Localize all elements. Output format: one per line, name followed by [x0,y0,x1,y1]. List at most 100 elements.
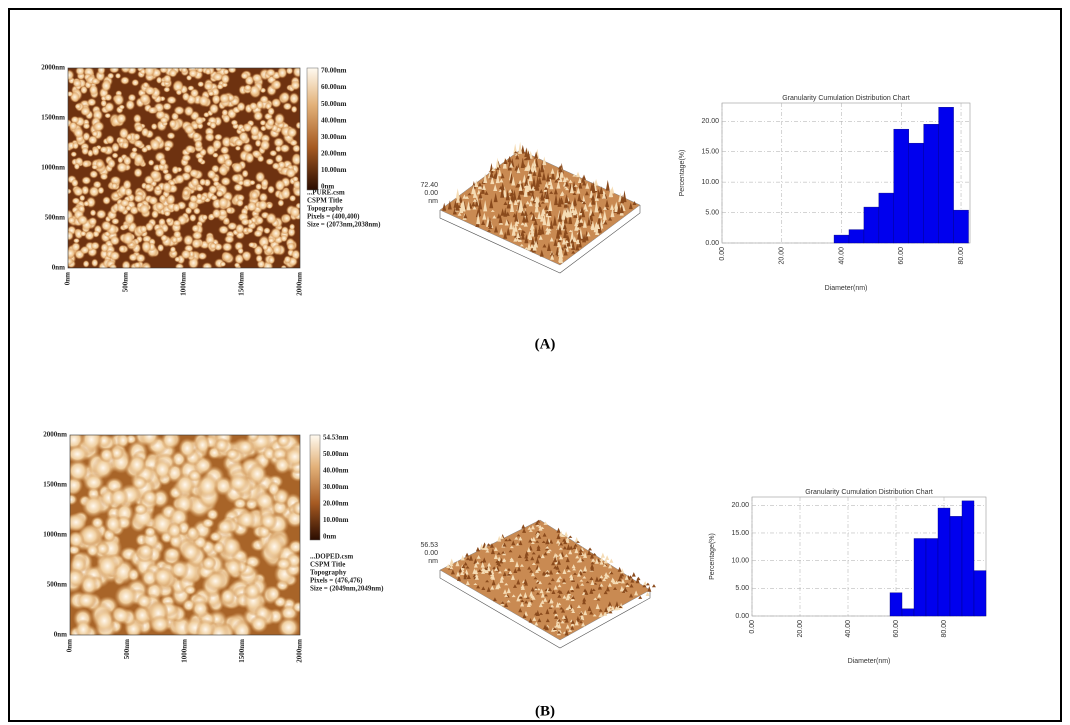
grain [82,160,91,168]
grain [176,89,183,96]
grain [181,66,188,74]
grain [255,171,266,183]
grain [144,64,156,77]
grain [274,113,285,125]
grain [174,256,181,262]
grain [259,139,270,151]
bar [879,193,894,243]
grain [218,197,229,209]
grain [189,214,197,222]
x-tick-label: 20.00 [779,247,786,265]
grain [221,109,228,117]
surface-peak [605,555,609,560]
grain [280,235,288,243]
grain [178,438,196,459]
grain [166,132,175,140]
grain [109,251,120,261]
grain [181,541,201,562]
grain [91,78,99,85]
grain [75,103,82,109]
grain [83,260,90,268]
grain [222,242,233,252]
grain [66,91,73,97]
grain [220,146,230,155]
grain [105,135,114,144]
grain [162,102,172,110]
grain [181,154,191,162]
surface-peak [588,547,592,550]
grain [124,212,135,225]
grain [207,169,217,179]
grain [143,82,149,89]
bar [902,609,914,616]
grain [228,474,249,492]
grain [80,231,87,237]
grain [196,619,215,640]
surface-label: nm [428,198,438,205]
info-line: ...DOPED.csm [310,553,353,561]
grain [171,236,178,243]
grain [203,112,209,118]
grain [201,214,208,220]
grain [86,543,99,557]
x-tick-label: 20.00 [797,620,804,638]
grain [185,145,195,154]
grain [209,122,217,130]
grain [93,121,104,132]
grain [197,157,203,164]
grain [222,251,233,261]
y-tick-label: 0.00 [735,613,749,620]
grain [191,600,209,618]
colorbar-label: 0nm [323,533,336,541]
grain [141,146,148,153]
x-axis-label: Diameter(nm) [848,658,891,665]
y-tick-label: 10.00 [701,179,719,186]
grain [120,199,130,208]
bar [914,539,926,616]
grain [134,124,144,132]
grain [181,249,192,259]
y-label: 500nm [47,581,67,589]
grain [287,127,298,138]
grain [127,568,140,582]
grain [191,238,202,249]
info-line: Pixels = (476,476) [310,577,363,585]
grain [163,87,170,93]
grain [231,174,241,183]
grain [205,571,227,591]
grain [214,134,223,141]
grain [153,459,172,481]
grain [83,123,91,130]
grain [164,145,171,151]
bar [864,207,879,243]
y-label: 0nm [52,264,65,272]
grain [193,207,201,215]
grain [97,65,106,75]
surface-peak [594,179,598,186]
grain [292,601,305,613]
grain [150,615,170,634]
grain [196,66,203,73]
grain [267,107,275,116]
grain [271,98,281,108]
grain [243,123,252,132]
grain [142,489,158,505]
bar [924,124,939,243]
grain [100,99,107,107]
grain [250,615,269,633]
x-label: 1000nm [181,639,189,663]
grain [265,68,275,77]
y-tick-label: 10.00 [731,557,749,564]
colorbar-label: 10.00nm [323,516,349,524]
grain [216,190,224,198]
grain [90,241,100,250]
grain [219,93,230,104]
colorbar-label: 54.53nm [323,434,349,442]
grain [218,225,229,234]
chart-title: Granularity Cumulation Distribution Char… [805,489,933,496]
grain [284,255,292,263]
grain [204,133,215,142]
grain [144,183,152,190]
grain [275,557,292,571]
grain [281,226,289,234]
